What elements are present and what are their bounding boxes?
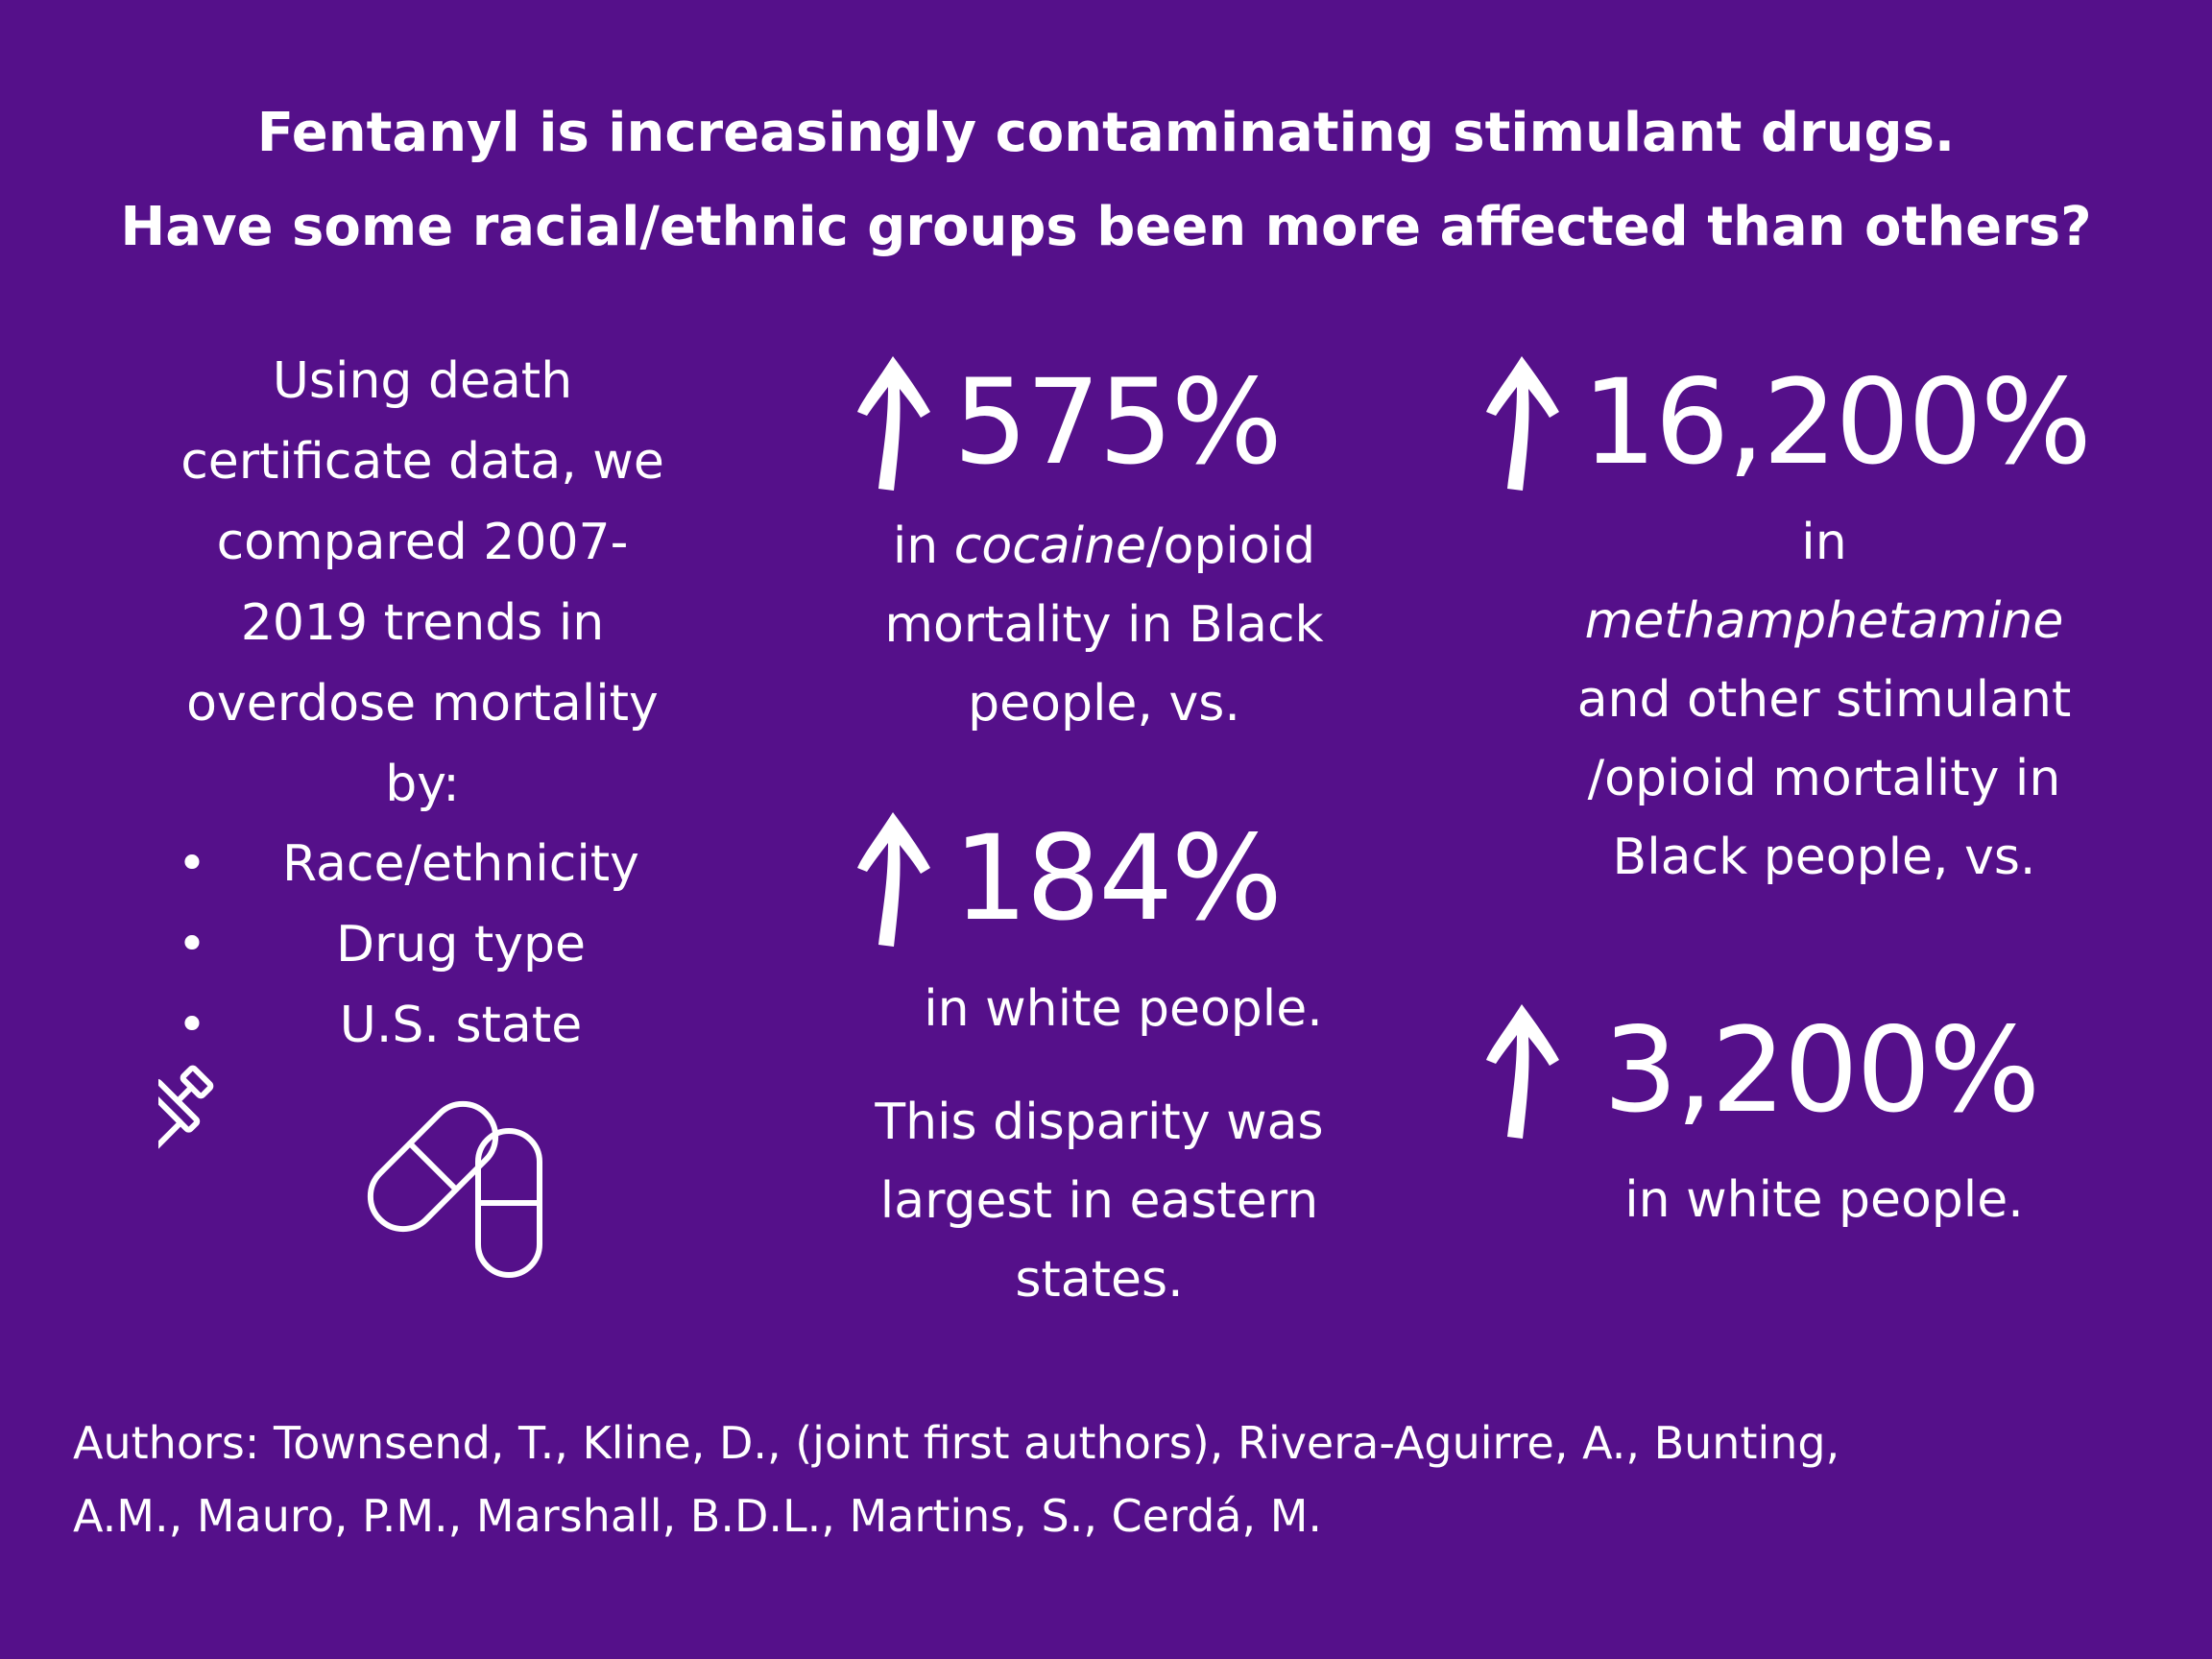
bullet-marker: • bbox=[177, 997, 207, 1054]
stat-description-line: Black people, vs. bbox=[1612, 829, 2036, 886]
stat-cocaine-white-description: in white people. bbox=[845, 970, 1402, 1048]
stat-description-line: mortality in Black bbox=[884, 596, 1324, 654]
stat-description-line: in bbox=[1801, 514, 1847, 571]
list-item: • U.S. state bbox=[163, 985, 778, 1066]
stat-value: 184% bbox=[953, 810, 1283, 947]
author-credits: Authors: Townsend, T., Kline, D., (joint… bbox=[73, 1407, 2166, 1552]
stat-value: 16,200% bbox=[1582, 354, 2092, 491]
note-line: states. bbox=[1015, 1251, 1184, 1309]
stat-cocaine-black-description: in cocaine/opioid mortality in Black peo… bbox=[826, 507, 1382, 743]
stat-description-line: in white people. bbox=[1624, 1171, 2024, 1229]
intro-line: overdose mortality bbox=[186, 675, 659, 733]
headline-line-1: Fentanyl is increasingly contaminating s… bbox=[256, 102, 1956, 164]
stat-description-line: and other stimulant bbox=[1576, 671, 2072, 729]
emphasis-text: methamphetamine bbox=[1584, 592, 2064, 650]
intro-line: Using death bbox=[272, 352, 573, 410]
stat-description-line: methamphetamine bbox=[1517, 582, 2131, 661]
headline: Fentanyl is increasingly contaminating s… bbox=[0, 86, 2212, 275]
list-item: • Drug type bbox=[163, 904, 778, 985]
drug-icons bbox=[158, 1065, 542, 1278]
author-line: Authors: Townsend, T., Kline, D., (joint… bbox=[73, 1417, 1840, 1469]
up-arrow-icon bbox=[1486, 356, 1559, 491]
text-run: in bbox=[892, 517, 954, 575]
syringe-icon bbox=[158, 1065, 214, 1262]
comparison-factors-list: • Race/ethnicity • Drug type • U.S. stat… bbox=[163, 824, 778, 1066]
bullet-marker: • bbox=[177, 916, 207, 974]
stat-meth-black: 16,200% bbox=[1479, 346, 2151, 499]
intro-line: 2019 trends in bbox=[240, 594, 605, 652]
bullet-marker: • bbox=[177, 835, 207, 893]
intro-line: by: bbox=[385, 756, 460, 813]
stat-value: 575% bbox=[953, 354, 1283, 491]
up-arrow-icon bbox=[857, 356, 930, 491]
note-line: This disparity was bbox=[875, 1094, 1324, 1151]
author-line: A.M., Mauro, P.M., Marshall, B.D.L., Mar… bbox=[73, 1490, 1323, 1542]
intro-line: compared 2007- bbox=[216, 514, 629, 571]
stat-description-line: /opioid mortality in bbox=[1587, 750, 2061, 807]
intro-text: Using death certificate data, we compare… bbox=[115, 341, 730, 825]
stat-cocaine-white: 184% bbox=[850, 802, 1368, 955]
up-arrow-icon bbox=[1486, 1004, 1559, 1139]
note-line: largest in eastern bbox=[879, 1172, 1319, 1230]
list-item-label: Drug type bbox=[335, 916, 587, 974]
emphasis-text: cocaine bbox=[953, 517, 1147, 575]
stat-description-line: in white people. bbox=[924, 980, 1323, 1038]
stat-meth-white-description: in white people. bbox=[1517, 1161, 2131, 1239]
disparity-note: This disparity was largest in eastern st… bbox=[821, 1083, 1378, 1319]
list-item-label: U.S. state bbox=[339, 997, 583, 1054]
stat-meth-black-description: in methamphetamine and other stimulant /… bbox=[1517, 503, 2131, 897]
list-item-label: Race/ethnicity bbox=[282, 835, 639, 893]
stat-description-line: people, vs. bbox=[968, 675, 1240, 733]
headline-line-2: Have some racial/ethnic groups been more… bbox=[120, 196, 2092, 258]
intro-line: certificate data, we bbox=[180, 433, 664, 491]
stat-value: 3,200% bbox=[1603, 1002, 2040, 1139]
stat-description-line: in cocaine/opioid bbox=[826, 507, 1382, 586]
up-arrow-icon bbox=[857, 812, 930, 947]
stat-cocaine-black: 575% bbox=[850, 346, 1368, 499]
text-run: /opioid bbox=[1146, 517, 1316, 575]
stat-meth-white: 3,200% bbox=[1479, 994, 2151, 1147]
list-item: • Race/ethnicity bbox=[163, 824, 778, 904]
pills-icon bbox=[367, 1100, 542, 1278]
